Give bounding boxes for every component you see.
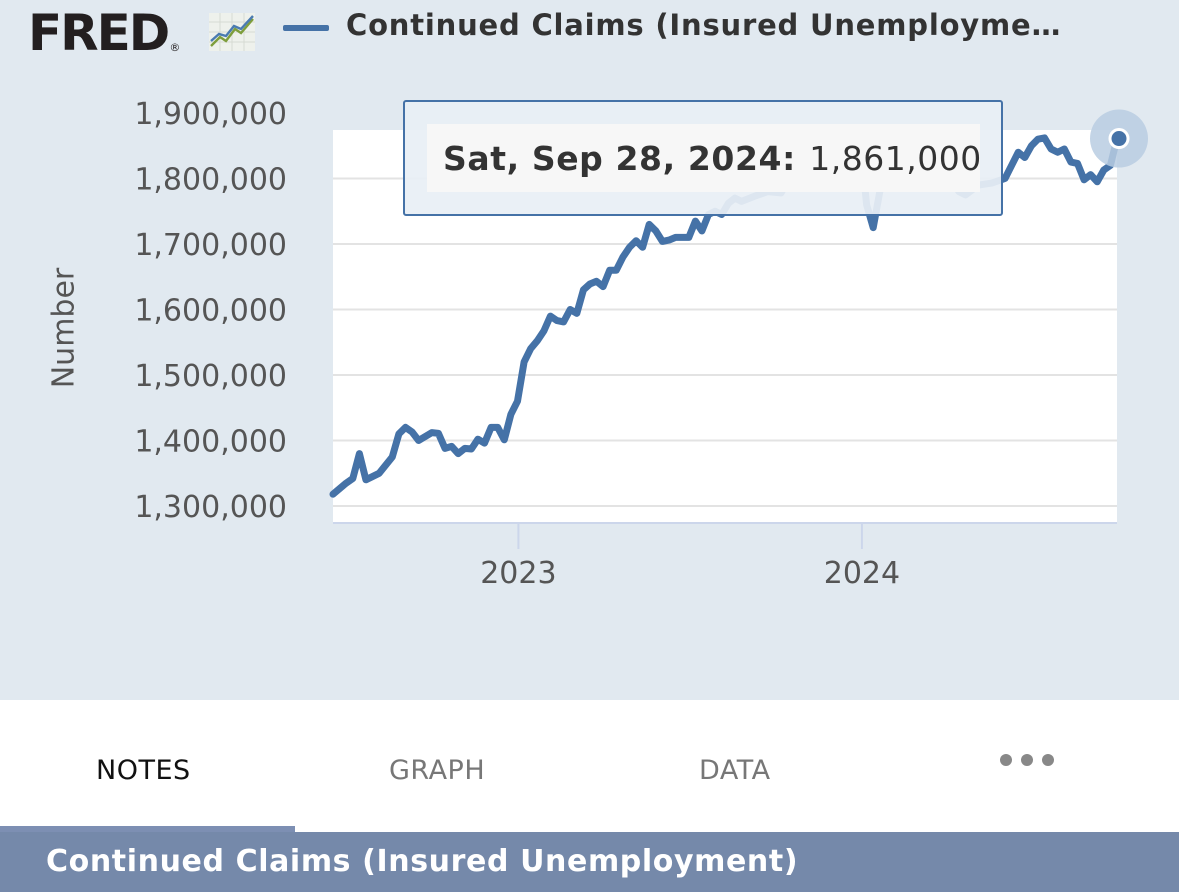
y-tick-label: 1,500,000 xyxy=(134,359,287,394)
fred-logo[interactable]: FRED ® xyxy=(28,8,180,58)
chart-panel: FRED ® Continued Claims (Insured Unemplo… xyxy=(0,0,1179,700)
y-tick-label: 1,300,000 xyxy=(134,490,287,525)
legend-label: Continued Claims (Insured Unemployme… xyxy=(346,8,1062,42)
tooltip: Sat, Sep 28, 2024 : 1,861,000 xyxy=(403,100,1003,216)
y-tick-label: 1,600,000 xyxy=(134,294,287,329)
tab-bar: NOTES GRAPH DATA xyxy=(0,700,1179,832)
y-tick-label: 1,900,000 xyxy=(134,97,287,132)
active-tab-indicator xyxy=(0,826,295,832)
series-title: Continued Claims (Insured Unemployment) xyxy=(46,844,799,879)
logo-text: FRED xyxy=(28,4,170,62)
x-tick-label: 2023 xyxy=(480,556,556,591)
line-chart-icon xyxy=(209,13,255,51)
y-tick-label: 1,400,000 xyxy=(134,425,287,460)
tab-notes[interactable]: NOTES xyxy=(96,755,191,786)
tab-graph[interactable]: GRAPH xyxy=(389,755,486,786)
more-options-icon[interactable] xyxy=(1000,754,1054,766)
legend-swatch xyxy=(283,25,329,31)
hover-point xyxy=(1108,128,1130,150)
y-tick-label: 1,800,000 xyxy=(134,163,287,198)
registered-mark: ® xyxy=(169,41,181,54)
tooltip-value: 1,861,000 xyxy=(809,138,982,178)
tooltip-date: Sat, Sep 28, 2024 xyxy=(443,138,783,178)
tooltip-separator: : xyxy=(782,138,796,178)
x-tick-label: 2024 xyxy=(824,556,900,591)
series-title-bar: Continued Claims (Insured Unemployment) xyxy=(0,832,1179,892)
y-tick-label: 1,700,000 xyxy=(134,228,287,263)
series-line xyxy=(329,134,1121,498)
tab-data[interactable]: DATA xyxy=(699,755,771,786)
